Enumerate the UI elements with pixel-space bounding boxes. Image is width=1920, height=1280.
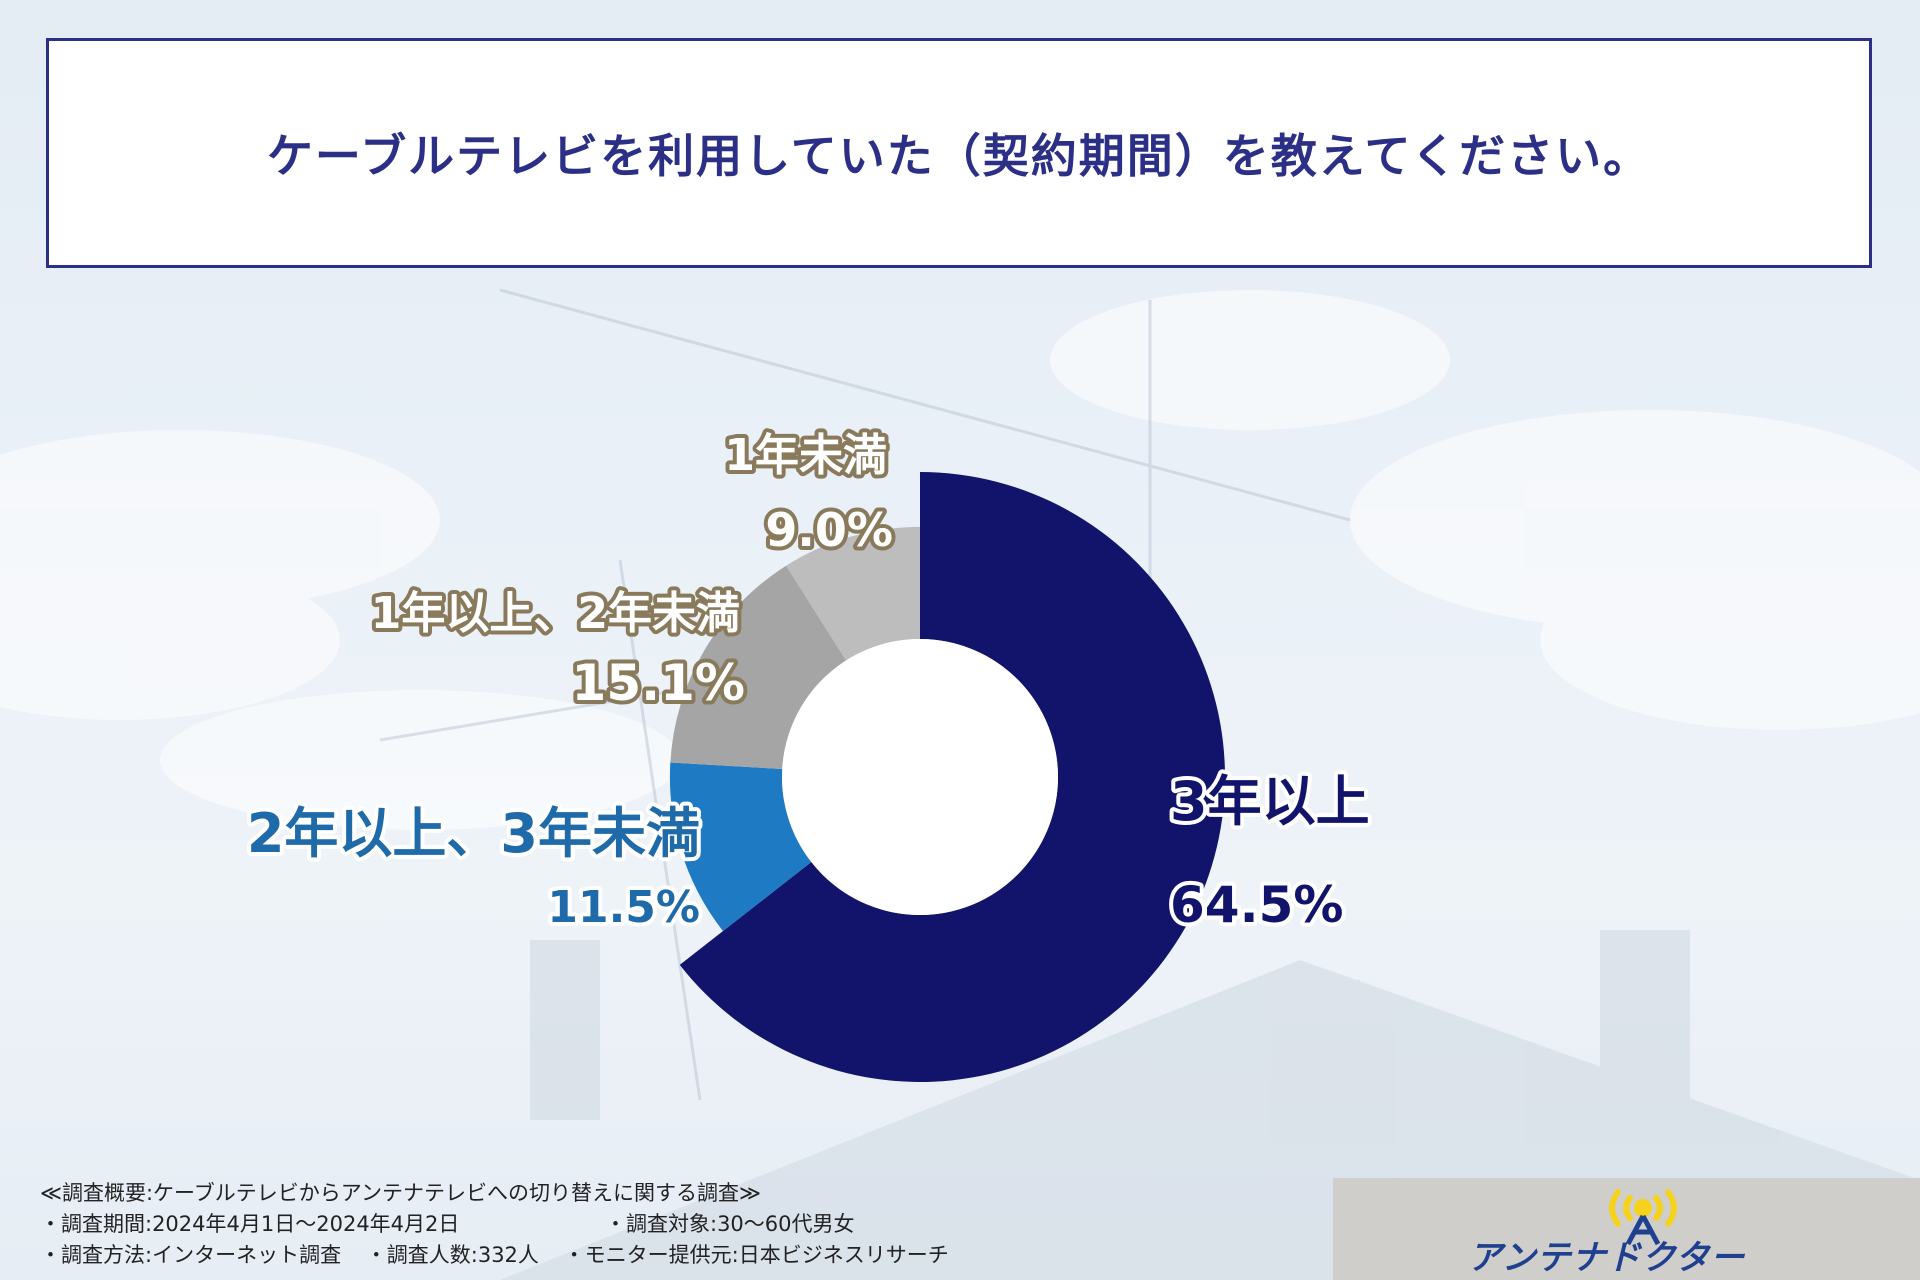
title-box: ケーブルテレビを利用していた（契約期間）を教えてください。 xyxy=(46,38,1872,268)
slice-labels: 3年以上 64.5% 2年以上、3年未満 11.5% 1年以上、2年未満 15.1% 1年未… xyxy=(243,426,1374,938)
value-3yr-plus: 64.5% xyxy=(1170,876,1343,934)
value-2to3yr: 11.5% xyxy=(547,882,700,933)
slice-1to2yr xyxy=(670,565,847,769)
notes-target: ・調査対象:30～60代男女 xyxy=(605,1212,855,1236)
slice-2to3yr xyxy=(669,762,812,932)
label-2to3yr: 2年以上、3年未満 xyxy=(247,802,700,865)
survey-notes: ≪調査概要:ケーブルテレビからアンテナテレビへの切り替えに関する調査≫ ・調査期… xyxy=(40,1178,949,1271)
chart-title: ケーブルテレビを利用していた（契約期間）を教えてください。 xyxy=(266,129,1652,183)
label-under-1yr: 1年未満 xyxy=(724,430,887,481)
logo-text: アンテナドクター xyxy=(1468,1238,1746,1278)
notes-count: ・調査人数:332人 xyxy=(365,1243,539,1267)
notes-provider: ・モニター提供元:日本ビジネスリサーチ xyxy=(563,1243,949,1267)
notes-period: ・調査期間:2024年4月1日～2024年4月2日 xyxy=(40,1212,460,1236)
donut-slices xyxy=(669,472,1225,1082)
donut-hole xyxy=(782,639,1058,915)
antenna-icon xyxy=(1609,1189,1677,1246)
notes-heading: ≪調査概要:ケーブルテレビからアンテナテレビへの切り替えに関する調査≫ xyxy=(40,1181,761,1205)
slice-3yr-plus xyxy=(679,472,1225,1082)
slice-under-1yr xyxy=(786,526,920,661)
brand-logo: アンテナドクター xyxy=(1333,1178,1920,1280)
value-1to2yr: 15.1% xyxy=(572,654,745,712)
label-1to2yr: 1年以上、2年未満 xyxy=(371,588,740,639)
label-3yr-plus: 3年以上 xyxy=(1170,770,1370,833)
notes-method: ・調査方法:インターネット調査 xyxy=(40,1243,342,1267)
value-under-1yr: 9.0% xyxy=(765,503,893,557)
